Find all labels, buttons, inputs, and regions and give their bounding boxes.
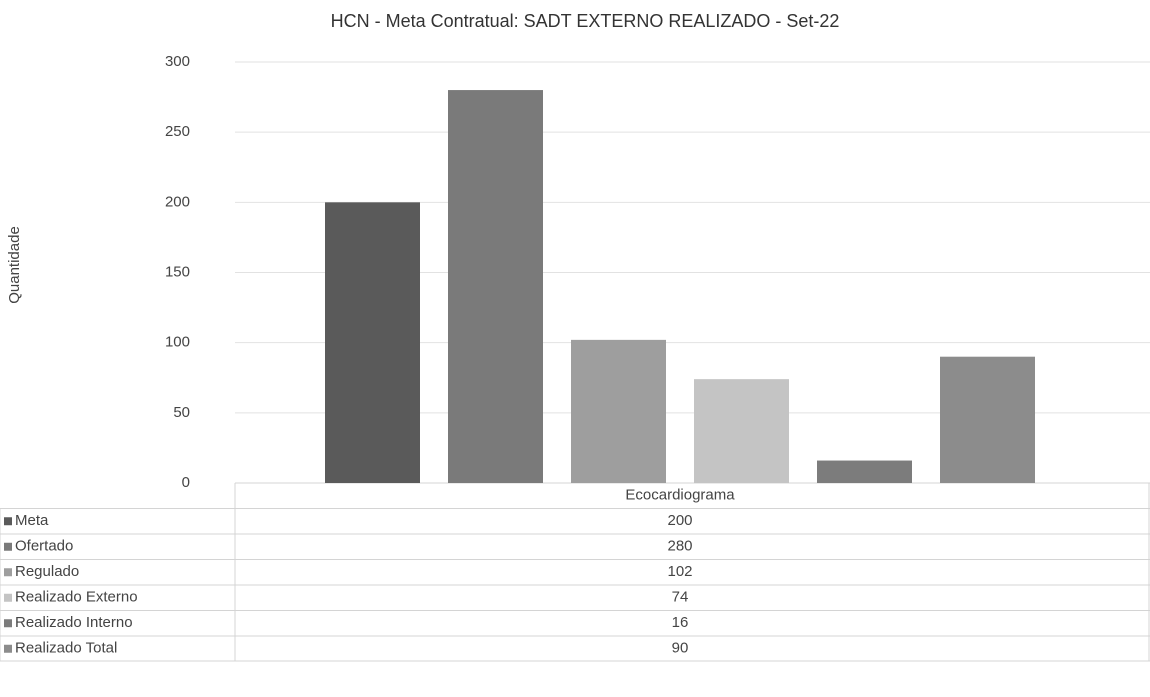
legend-label: Realizado Externo [15, 589, 138, 606]
legend-label: Regulado [15, 563, 79, 580]
bar [571, 339, 666, 483]
y-tick-label: 200 [165, 193, 190, 210]
table-value: 16 [672, 614, 689, 631]
y-tick-label: 150 [165, 263, 190, 280]
bar [694, 379, 789, 483]
y-tick-label: 50 [173, 404, 190, 421]
y-axis-label: Quantidade [6, 226, 23, 304]
bar [817, 460, 912, 483]
table-value: 74 [672, 589, 689, 606]
bar [325, 202, 420, 484]
y-tick-label: 250 [165, 123, 190, 140]
legend-label: Realizado Total [15, 640, 117, 657]
legend-swatch [4, 568, 12, 577]
table-value: 90 [672, 640, 689, 657]
chart-title: HCN - Meta Contratual: SADT EXTERNO REAL… [331, 11, 840, 31]
legend-label: Meta [15, 512, 49, 529]
legend-swatch [4, 517, 12, 526]
y-tick-label: 300 [165, 53, 190, 70]
table-value: 102 [667, 563, 692, 580]
legend-swatch [4, 542, 12, 551]
y-tick-label: 0 [182, 474, 190, 491]
legend-label: Ofertado [15, 538, 73, 555]
y-tick-label: 100 [165, 334, 190, 351]
legend-label: Realizado Interno [15, 614, 133, 631]
x-tick-label: Ecocardiograma [625, 487, 735, 504]
legend-swatch [4, 644, 12, 653]
table-value: 280 [667, 538, 692, 555]
legend-swatch [4, 619, 12, 628]
legend-swatch [4, 593, 12, 602]
table-value: 200 [667, 512, 692, 529]
bar [940, 356, 1035, 483]
bar [448, 90, 543, 484]
